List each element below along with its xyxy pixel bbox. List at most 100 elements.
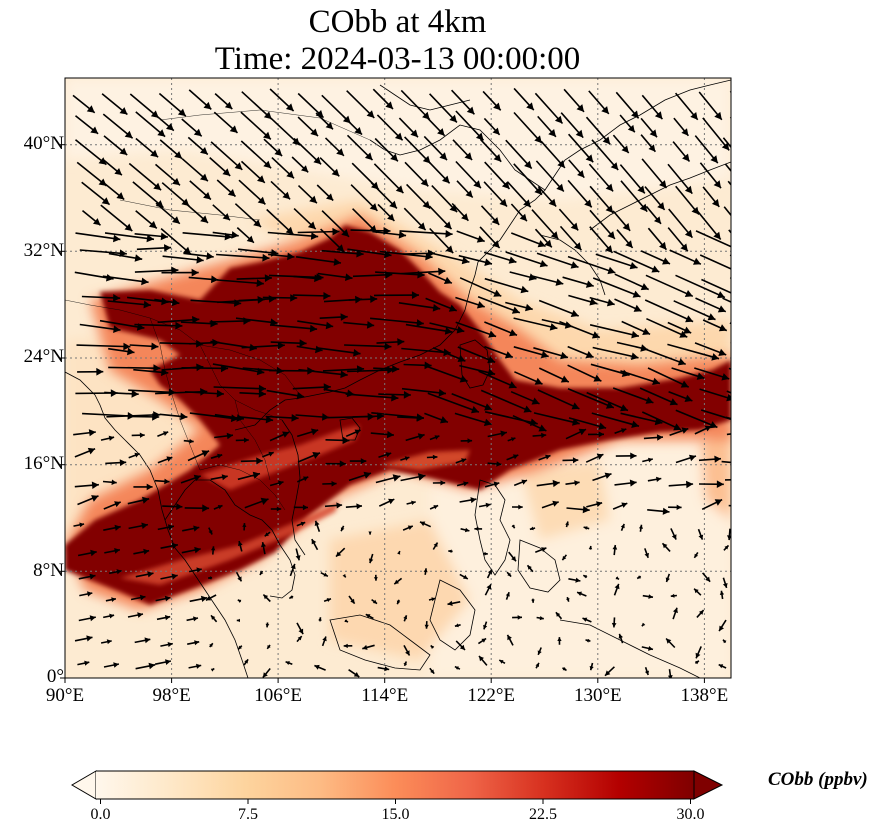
wind-vector-arrowhead	[499, 660, 504, 664]
wind-vector-arrowhead	[217, 505, 223, 510]
wind-vector-arrowhead	[583, 575, 587, 579]
wind-vector-shaft	[424, 364, 468, 383]
wind-vector-arrowhead	[534, 135, 542, 144]
wind-vector-arrowhead	[496, 461, 502, 467]
wind-vector-arrowhead	[459, 644, 465, 650]
wind-vector-arrowhead	[340, 370, 348, 379]
wind-vector-arrowhead	[695, 660, 699, 665]
wind-vector-arrowhead	[270, 318, 278, 327]
wind-vector-arrowhead	[341, 229, 349, 237]
wind-vector-arrowhead	[356, 503, 362, 510]
wind-vector-arrowhead	[585, 280, 594, 288]
wind-vector-arrowhead	[392, 365, 400, 373]
wind-vector-arrowhead	[433, 505, 439, 510]
wind-vector-arrowhead	[483, 418, 492, 427]
wind-vector-arrowhead	[439, 152, 447, 161]
wind-vector-shaft	[399, 230, 453, 235]
lat-tick-label: 16°N	[23, 453, 64, 474]
wind-vector-arrowhead	[610, 162, 619, 170]
wind-vector-arrowhead	[205, 596, 212, 601]
wind-vector-arrowhead	[771, 350, 779, 357]
wind-vector-arrowhead	[699, 610, 704, 615]
map-plot-area	[65, 78, 779, 678]
wind-vector-arrowhead	[134, 452, 140, 458]
wind-vector-arrowhead	[711, 199, 720, 207]
wind-vector-arrowhead	[466, 106, 475, 115]
wind-vector-arrowhead	[331, 168, 340, 177]
wind-vector-arrowhead	[246, 235, 254, 243]
wind-vector-arrowhead	[614, 583, 620, 590]
wind-vector-shaft	[401, 270, 446, 275]
wind-vector-arrowhead	[417, 433, 425, 440]
wind-vector-arrowhead	[578, 428, 586, 436]
wind-vector-arrowhead	[654, 417, 663, 426]
colorbar-extend-min	[71, 770, 97, 800]
wind-vector-arrowhead	[343, 643, 348, 649]
wind-vector-arrowhead	[573, 242, 582, 251]
wind-vector-shaft	[726, 433, 731, 436]
wind-vector-arrowhead	[632, 290, 641, 298]
wind-vector-arrowhead	[657, 202, 665, 210]
wind-vector-arrowhead	[501, 181, 510, 189]
wind-vector-arrowhead	[417, 473, 426, 481]
wind-vector-arrowhead	[448, 549, 452, 553]
wind-vector-arrowhead	[222, 168, 231, 176]
wind-vector-shaft	[79, 249, 127, 255]
wind-vector-arrowhead	[684, 394, 693, 402]
wind-vector-shaft	[675, 274, 726, 299]
wind-vector-arrowhead	[356, 249, 364, 258]
wind-vector-arrowhead	[684, 290, 693, 297]
wind-vector-arrowhead	[256, 279, 264, 287]
wind-vector-shaft	[212, 363, 265, 374]
wind-vector-arrowhead	[310, 232, 319, 240]
wind-vector-arrowhead	[146, 234, 154, 243]
wind-vector-arrowhead	[397, 338, 405, 346]
wind-vector-arrowhead	[438, 267, 446, 276]
wind-vector-arrowhead	[257, 175, 265, 183]
wind-vector-arrowhead	[385, 452, 392, 458]
wind-vector-arrowhead	[211, 615, 216, 620]
wind-vector-shaft	[533, 412, 580, 425]
wind-vector-shaft	[76, 344, 131, 348]
wind-vector-arrowhead	[534, 377, 543, 385]
wind-vector-arrowhead	[605, 670, 611, 676]
wind-vector-arrowhead	[718, 664, 724, 669]
wind-vector-shaft	[405, 323, 453, 333]
wind-vector-arrowhead	[226, 432, 233, 440]
wind-vector-arrowhead	[111, 597, 116, 602]
wind-vector-arrowhead	[411, 291, 419, 299]
wind-vector-shaft	[559, 320, 601, 339]
wind-vector-shaft	[107, 300, 151, 306]
wind-vector-arrowhead	[108, 435, 115, 441]
wind-vector-arrowhead	[217, 453, 223, 459]
wind-vector-arrowhead	[461, 256, 470, 265]
wind-vector-arrowhead	[336, 551, 342, 557]
wind-vector-arrowhead	[437, 128, 445, 136]
wind-vector-arrowhead	[705, 576, 711, 582]
wind-vector-arrowhead	[519, 213, 527, 222]
wind-vector-arrowhead	[721, 142, 730, 151]
wind-vector-arrowhead	[716, 480, 724, 488]
wind-vector-arrowhead	[693, 257, 701, 265]
wind-vector-arrowhead	[470, 497, 477, 504]
wind-vector-arrowhead	[326, 193, 334, 201]
wind-vector-field	[72, 87, 779, 678]
wind-vector-arrowhead	[560, 351, 568, 360]
wind-vector-arrowhead	[211, 546, 216, 551]
wind-vector-arrowhead	[398, 231, 407, 239]
wind-vector-arrowhead	[180, 412, 188, 421]
wind-vector-arrowhead	[694, 588, 699, 594]
wind-vector-arrowhead	[237, 576, 242, 582]
wind-vector-arrowhead	[200, 595, 208, 602]
colorbar-label: CObb (ppbv)	[768, 769, 868, 790]
wind-vector-shaft	[723, 206, 731, 217]
wind-vector-shaft	[537, 389, 580, 410]
wind-vector-arrowhead	[523, 405, 532, 413]
wind-vector-arrowhead	[368, 531, 372, 535]
wind-vector-arrowhead	[662, 257, 670, 265]
wind-vector-arrowhead	[667, 675, 673, 678]
wind-vector-arrowhead	[141, 277, 149, 286]
wind-vector-arrowhead	[487, 569, 492, 575]
wind-vector-arrowhead	[253, 219, 261, 227]
wind-vector-arrowhead	[131, 390, 139, 398]
